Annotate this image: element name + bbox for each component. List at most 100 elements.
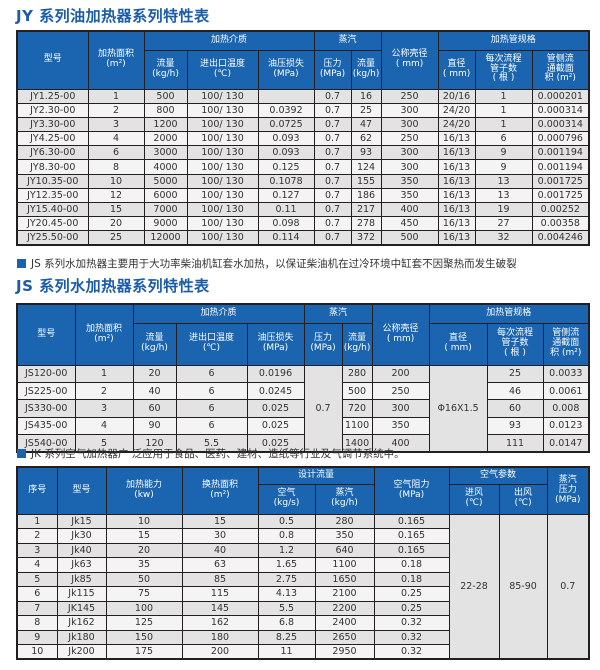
table-cell: 3	[87, 116, 145, 133]
table-cell: 0.001725	[531, 173, 590, 189]
table-cell: 278	[350, 216, 382, 232]
table-cell: 6000	[143, 187, 188, 204]
table-cell: 162	[181, 615, 259, 631]
table-cell: 0.18	[373, 571, 450, 587]
table-cell: 350	[314, 528, 375, 544]
table-cell: JY12.35-00	[16, 187, 89, 204]
header-flow: 流量 (kg/h)	[132, 322, 177, 366]
table-cell: 0.7	[313, 230, 352, 246]
table-cell: 100/ 130	[186, 145, 259, 161]
table-cell: 100/ 130	[186, 159, 259, 175]
table-cell: 300	[380, 145, 439, 161]
header-steam-flow: 流量 (kg/h)	[350, 49, 382, 90]
table-cell: 30	[181, 528, 259, 544]
table-cell: 15	[181, 513, 259, 529]
header-design-flow: 设计流量	[257, 466, 375, 485]
table-cell: 0.127	[257, 187, 315, 204]
table-cell: 1	[474, 116, 533, 133]
table-row: 3 Jk40 20 40 1.2 640 0.165	[16, 542, 589, 558]
table-cell: JY6.30-00	[16, 145, 89, 161]
table-cell: 0.098	[257, 216, 315, 232]
table-cell: 0.004246	[531, 230, 590, 246]
table-row: JS225-00 2 40 6 0.0245 500 250 46 0.0061	[16, 381, 590, 401]
table-cell: 300	[380, 116, 439, 133]
table-cell: 0.0725	[257, 116, 315, 133]
table-cell: JK145	[56, 600, 107, 616]
bullet-square-icon	[17, 259, 26, 268]
header-tubes: 每次流程 管子数( 根 )	[486, 322, 544, 366]
table-cell: 16/13	[437, 230, 476, 246]
table-cell: 0.093	[257, 131, 315, 147]
table-cell: 100/ 130	[186, 216, 259, 232]
table-cell: 1400	[341, 434, 373, 453]
table-cell: 0.25	[373, 600, 450, 616]
table-cell: 6.8	[257, 615, 316, 631]
table-cell: 8	[16, 615, 58, 631]
table-cell: 93	[486, 416, 544, 436]
table-cell: 2950	[314, 644, 375, 660]
table-cell: 450	[380, 216, 439, 232]
table-cell: 124	[350, 159, 382, 175]
table-cell	[257, 88, 315, 104]
table-cell: 20/16	[437, 88, 476, 104]
table-cell: 10	[105, 513, 183, 529]
table-cell: 280	[314, 513, 375, 529]
table-cell: 800	[143, 102, 188, 118]
table-cell: 9	[16, 629, 58, 645]
table-cell: 12	[87, 187, 145, 204]
table-cell: 0.25	[373, 586, 450, 602]
table-cell: 9	[474, 145, 533, 161]
table-cell: 16/13	[437, 187, 476, 204]
table-cell: 0.00358	[531, 216, 590, 232]
table-cell: 500	[341, 381, 373, 401]
table-cell: 1	[474, 102, 533, 118]
table-cell: 4	[87, 131, 145, 147]
table-cell: 0.001725	[531, 187, 590, 204]
table-cell: 62	[350, 131, 382, 147]
table-cell: 13	[474, 187, 533, 204]
table-cell: 6	[175, 416, 248, 436]
table-cell: 500	[380, 230, 439, 246]
table-cell: 10	[16, 644, 58, 660]
table-cell: JS225-00	[16, 381, 76, 401]
table-cell: JY2.30-00	[16, 102, 89, 118]
table-cell: 0.7	[313, 216, 352, 232]
table-cell: 6	[87, 145, 145, 161]
header-area: 加热面积 (m²)	[74, 303, 134, 366]
table-cell: 0.7	[313, 102, 352, 118]
table-cell: 0.7	[313, 131, 352, 147]
table-cell: 6	[474, 131, 533, 147]
table-cell: Jk200	[56, 644, 107, 660]
table-cell: 0.114	[257, 230, 315, 246]
table-row: 1 Jk15 10 15 0.5 280 0.165 22-28 85-90 0.7	[16, 513, 590, 660]
table-cell: 85	[181, 571, 259, 587]
table-cell: 2	[87, 102, 145, 118]
table-cell: 111	[486, 434, 544, 453]
table-cell: 0.7	[546, 513, 590, 660]
table-cell: 2	[16, 528, 58, 544]
table-cell: 2200	[314, 600, 375, 616]
table-cell: 500	[143, 88, 188, 104]
table-cell: 10	[87, 173, 145, 189]
table-cell: 20	[132, 364, 177, 383]
table-cell: 0.025	[246, 434, 305, 453]
header-area: 换热面积 (m²)	[181, 466, 259, 515]
js-spec-table: 型号 加热面积 (m²) 加热介质 蒸汽 公称壳径( mm) 加热管规格 流量 (k…	[16, 303, 591, 453]
js-title: JS 系列水加热器系列特性表	[16, 277, 210, 295]
table-row: JY2.30-00 2 800 100/ 130 0.0392 0.7 25 300 24/20…	[16, 102, 590, 118]
table-cell: 400	[380, 201, 439, 218]
table-cell: 4	[16, 557, 58, 573]
table-cell: 20	[105, 542, 183, 558]
table-cell: 0.0196	[246, 364, 305, 383]
table-row: JY25.50-00 25 12000 100/ 130 0.114 0.7 372 500 1…	[16, 230, 590, 246]
table-cell: 4.13	[257, 586, 316, 602]
table-cell: 250	[371, 381, 430, 401]
table-cell: 0.093	[257, 145, 315, 161]
table-cell: 0.11	[257, 201, 315, 218]
table-row: 9 Jk180 150 180 8.25 2650 0.32	[16, 629, 589, 645]
table-cell: 120	[132, 434, 177, 453]
table-cell: JS120-00	[16, 364, 76, 383]
table-cell: JY20.45-00	[16, 216, 89, 232]
table-cell: 35	[105, 557, 183, 573]
table-cell: 63	[181, 557, 259, 573]
